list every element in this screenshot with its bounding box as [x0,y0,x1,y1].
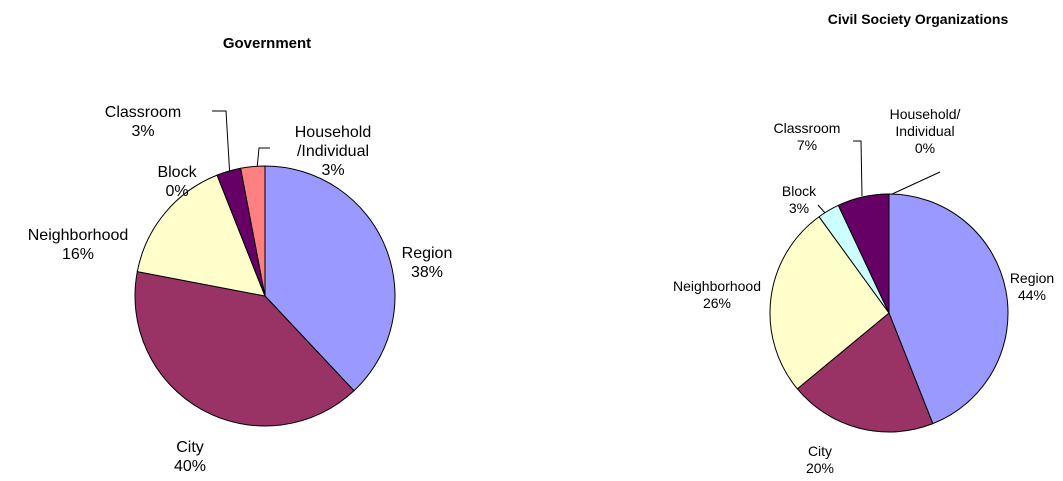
slice-label: Region 38% [402,244,453,282]
value-label: 0% [914,139,936,156]
slice-label: Neighborhood 26% [673,278,761,312]
pie-slice [240,165,266,297]
value-label: 3% [131,123,155,140]
chart-title: Civil Society Organizations [827,11,1009,27]
slice-label: Classroom 3% [105,103,181,141]
pie-slice [134,271,355,427]
value-label: 16% [61,246,95,263]
category-label: Household/ Individual [889,105,961,139]
value-label: 38% [410,264,444,281]
pie-slice [136,174,266,297]
value-label: 7% [796,137,818,153]
slice-label: Household/ Individual 0% [890,106,961,156]
leader-line [889,171,941,196]
slice-label: City 40% [174,438,206,476]
slice-label: Classroom 7% [774,120,841,154]
category-label: Region [401,244,453,262]
category-label: Block [781,183,817,200]
chart-title: Government [222,35,312,52]
category-label: City [176,438,204,456]
category-label: Classroom [773,120,841,137]
category-label: Block [157,163,197,181]
value-label: 3% [321,162,345,180]
slice-label: City 20% [806,443,834,477]
slice-label: Block 3% [782,183,816,217]
slice-label: Neighborhood 16% [28,226,129,264]
slice-label: Region 44% [1010,270,1054,304]
pie-slice [769,216,890,390]
value-label: 44% [1017,287,1047,303]
leader-line [853,140,863,197]
pie-slice [888,193,1009,425]
category-label: Classroom [104,103,182,121]
category-label: Region [1009,270,1055,287]
value-label: 3% [788,200,810,216]
pie-slice [264,165,396,392]
value-label: 0% [165,183,189,200]
value-label: 26% [702,295,732,311]
pie-slice [796,312,934,433]
slice-label: Block 0% [157,163,196,201]
value-label: 20% [805,460,835,476]
slice-label: Household /Individual 3% [295,123,372,181]
category-label: Neighborhood [27,226,129,244]
category-label: City [807,443,833,460]
category-label: Household /Individual [294,124,372,161]
category-label: Neighborhood [673,278,761,295]
value-label: 40% [173,458,207,475]
